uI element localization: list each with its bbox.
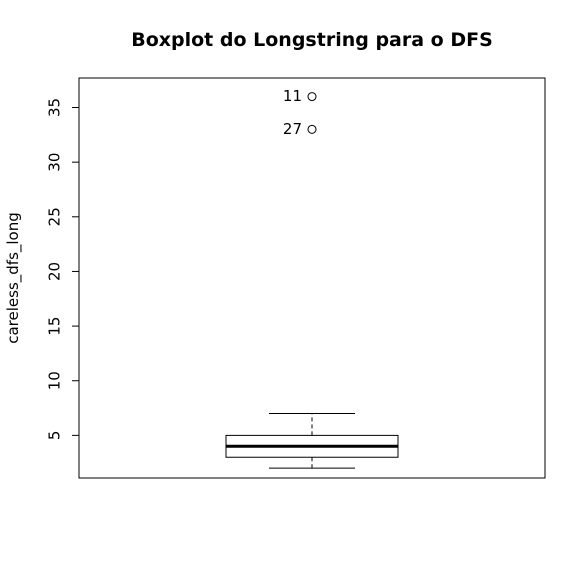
- y-tick-label: 35: [46, 98, 64, 117]
- y-tick-label: 10: [46, 371, 64, 390]
- box-group: [225, 413, 399, 469]
- outlier-point: [307, 124, 317, 134]
- y-tick-label: 5: [46, 431, 64, 441]
- outlier-point: [307, 92, 317, 102]
- outlier-label: 27: [283, 120, 302, 138]
- outlier-label: 11: [283, 87, 302, 105]
- y-tick-label: 30: [46, 153, 64, 172]
- y-tick-label: 15: [46, 317, 64, 336]
- y-axis-label: careless_dfs_long: [4, 212, 23, 344]
- outlier-group: 11 27: [283, 87, 317, 138]
- y-tick-label: 20: [46, 262, 64, 281]
- y-tick-label: 25: [46, 207, 64, 226]
- chart-title: Boxplot do Longstring para o DFS: [131, 29, 493, 51]
- y-axis: 5 10 15 20 25 30 35: [46, 98, 80, 440]
